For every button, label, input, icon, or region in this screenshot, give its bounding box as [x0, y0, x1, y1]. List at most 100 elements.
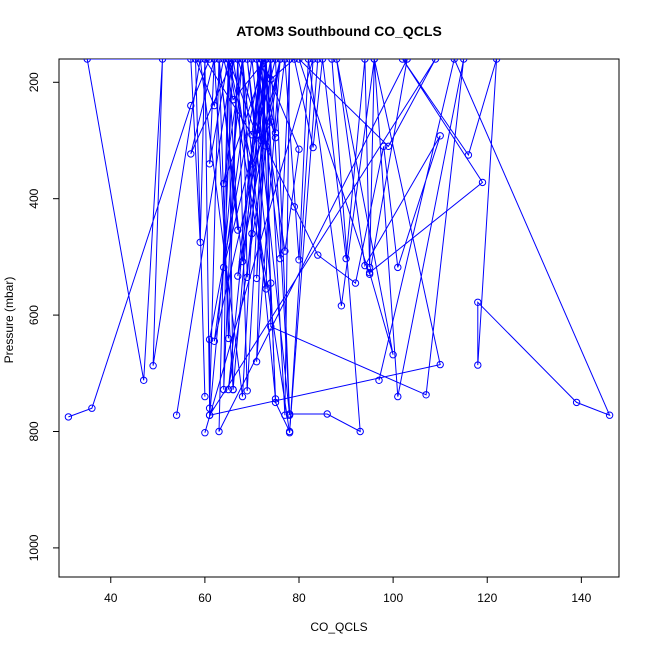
data-point	[271, 395, 280, 403]
data-point	[464, 151, 473, 159]
y-tick-label: 1000	[27, 534, 41, 561]
data-point	[290, 203, 298, 211]
data-point	[205, 404, 214, 412]
data-point	[436, 132, 444, 140]
data-point	[332, 59, 341, 63]
data-point	[187, 101, 195, 110]
data-point	[262, 285, 270, 293]
data-point	[492, 59, 501, 63]
data-point	[196, 238, 204, 247]
y-axis-label: Pressure (mbar)	[2, 277, 16, 364]
data-point	[252, 358, 261, 366]
data-point	[342, 254, 350, 263]
data-point	[257, 59, 266, 63]
data-point	[285, 429, 294, 437]
data-point	[220, 59, 228, 63]
data-point	[158, 59, 167, 63]
data-point	[572, 398, 581, 407]
data-point	[295, 59, 303, 63]
data-point	[88, 404, 96, 412]
data-point	[436, 360, 444, 369]
x-tick-label: 140	[571, 591, 591, 605]
data-point	[403, 59, 411, 63]
data-point	[365, 270, 374, 278]
data-point	[276, 254, 284, 263]
data-point	[215, 427, 223, 436]
data-point	[234, 226, 242, 234]
series-line-5	[190, 59, 465, 432]
data-point	[248, 131, 256, 139]
data-point	[356, 427, 364, 436]
data-point	[248, 59, 256, 63]
data-point	[191, 59, 200, 63]
data-point	[478, 178, 487, 187]
data-point	[64, 413, 73, 421]
data-point	[351, 279, 360, 287]
data-point	[304, 59, 313, 63]
x-tick-label: 120	[477, 591, 497, 605]
data-point	[281, 59, 289, 63]
y-tick-label: 800	[27, 421, 41, 441]
data-point	[276, 59, 284, 63]
x-tick-label: 40	[104, 591, 118, 605]
data-point	[205, 59, 214, 63]
data-point	[281, 411, 289, 419]
data-point	[361, 59, 369, 63]
data-point	[309, 143, 317, 152]
data-point	[201, 392, 209, 401]
plot-frame	[58, 58, 620, 578]
data-point	[243, 387, 251, 395]
data-point	[314, 251, 322, 259]
data-point	[384, 142, 393, 151]
data-point	[375, 376, 383, 384]
data-point	[285, 59, 294, 63]
data-point	[205, 335, 214, 344]
data-point	[450, 59, 458, 63]
data-point	[605, 411, 614, 419]
data-point	[224, 59, 233, 63]
data-point	[196, 59, 204, 63]
data-point	[474, 361, 482, 369]
data-point	[295, 145, 303, 153]
data-point	[271, 398, 280, 407]
data-point	[271, 59, 280, 63]
x-axis-label: CO_QCLS	[310, 620, 367, 634]
data-point	[140, 376, 148, 384]
data-point	[361, 261, 369, 270]
data-point	[243, 59, 251, 63]
data-point	[460, 59, 468, 63]
data-point	[290, 59, 298, 63]
data-point	[262, 59, 270, 63]
data-point	[215, 59, 223, 63]
data-point	[210, 59, 218, 63]
data-point	[238, 59, 247, 63]
data-point	[201, 429, 209, 437]
data-point	[370, 59, 378, 63]
x-tick-label: 60	[198, 591, 212, 605]
chart-title: ATOM3 Southbound CO_QCLS	[236, 23, 442, 39]
data-point	[422, 391, 430, 399]
data-point	[201, 59, 209, 63]
data-point	[267, 323, 275, 331]
data-point	[252, 59, 261, 63]
data-point	[431, 59, 440, 63]
x-tick-label: 80	[292, 591, 306, 605]
y-axis: 200 400 600 800 1000	[27, 72, 60, 561]
data-point	[252, 131, 261, 139]
data-point	[83, 59, 91, 63]
data-point	[149, 362, 157, 370]
data-point	[295, 256, 303, 264]
data-point	[314, 59, 322, 63]
x-tick-label: 100	[383, 591, 403, 605]
data-point	[337, 302, 346, 310]
data-point	[229, 385, 237, 394]
y-tick-label: 600	[27, 305, 41, 325]
data-point	[318, 59, 327, 63]
data-point	[398, 59, 407, 63]
data-point	[205, 411, 214, 419]
data-point	[328, 59, 336, 63]
data-point	[229, 59, 237, 63]
x-axis: 40 60 80 100 120 140	[104, 576, 592, 605]
data-point	[224, 334, 233, 343]
